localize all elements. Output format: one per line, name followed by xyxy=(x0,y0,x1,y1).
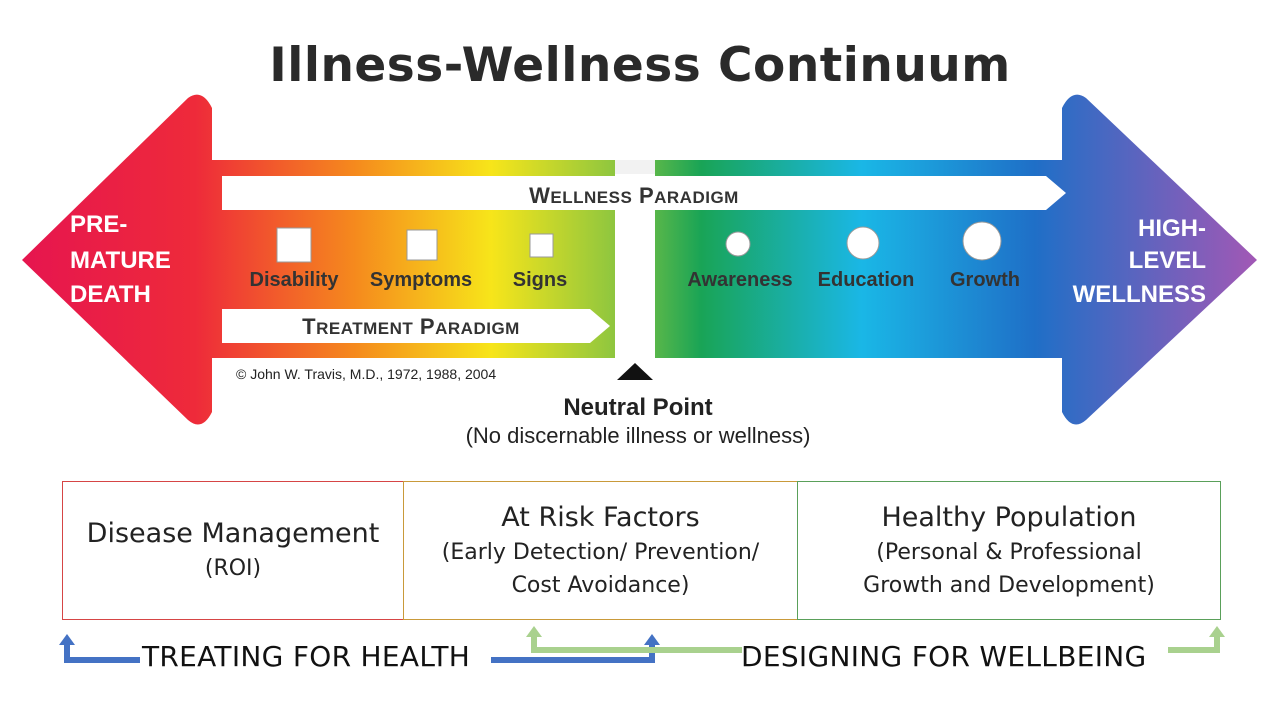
stage-label-disability: Disability xyxy=(250,269,340,291)
category-healthy-population: Healthy Population (Personal & Professio… xyxy=(797,481,1221,620)
designing-connector xyxy=(531,635,1220,653)
left-label-2: MATURE xyxy=(70,247,171,274)
education-circle xyxy=(846,226,880,260)
diagram-title: Illness-Wellness Continuum xyxy=(269,38,1011,93)
treatment-paradigm-band xyxy=(222,309,610,343)
category-subtext: (Personal & Professional xyxy=(876,539,1142,565)
category-subtext: (ROI) xyxy=(204,556,262,581)
designing-for-wellbeing-label: DESIGNING FOR WELLBEING xyxy=(741,640,1147,673)
category-disease-management: Disease Management (ROI) xyxy=(62,481,404,620)
copyright-text: © John W. Travis, M.D., 1972, 1988, 2004 xyxy=(236,366,496,382)
category-subtext: Growth and Development) xyxy=(863,572,1155,598)
neutral-point-marker xyxy=(617,363,653,380)
awareness-circle xyxy=(725,231,751,257)
designing-arrowhead-right xyxy=(1209,626,1225,637)
category-heading: Healthy Population xyxy=(881,501,1137,533)
growth-circle xyxy=(962,221,1002,261)
category-subtext: Cost Avoidance) xyxy=(511,572,690,598)
treating-for-health-label: TREATING FOR HEALTH xyxy=(142,640,471,673)
disability-square xyxy=(276,227,312,263)
left-label-3: DEATH xyxy=(70,281,151,308)
treating-arrowhead-left xyxy=(59,634,75,645)
neutral-point-text: Neutral Point xyxy=(563,394,712,421)
signs-square xyxy=(529,233,554,258)
stage-label-awareness: Awareness xyxy=(687,269,792,291)
stage-label-education: Education xyxy=(818,269,915,291)
left-label-1: PRE- xyxy=(70,211,127,238)
category-heading: Disease Management xyxy=(86,518,380,549)
neutral-point-subtext: (No discernable illness or wellness) xyxy=(466,423,811,448)
category-heading: At Risk Factors xyxy=(501,501,700,533)
lower-panel xyxy=(212,358,1062,360)
designing-arrowhead-left xyxy=(526,626,542,637)
symptoms-square xyxy=(406,229,438,261)
category-at-risk-factors: At Risk Factors (Early Detection/ Preven… xyxy=(403,481,798,620)
stage-label-growth: Growth xyxy=(950,269,1020,291)
right-label-1: HIGH- xyxy=(1138,215,1206,242)
wellness-paradigm-text: WELLNESS PARADIGM xyxy=(529,183,739,208)
right-label-3: WELLNESS xyxy=(1073,281,1206,308)
category-subtext: (Early Detection/ Prevention/ xyxy=(441,539,760,565)
treating-arrowhead-right xyxy=(644,634,660,645)
wellness-paradigm-band xyxy=(222,176,1066,210)
stage-label-symptoms: Symptoms xyxy=(370,269,472,291)
treatment-paradigm-text: TREATMENT PARADIGM xyxy=(302,314,520,339)
right-label-2: LEVEL xyxy=(1129,247,1206,274)
stage-label-signs: Signs xyxy=(513,269,567,291)
